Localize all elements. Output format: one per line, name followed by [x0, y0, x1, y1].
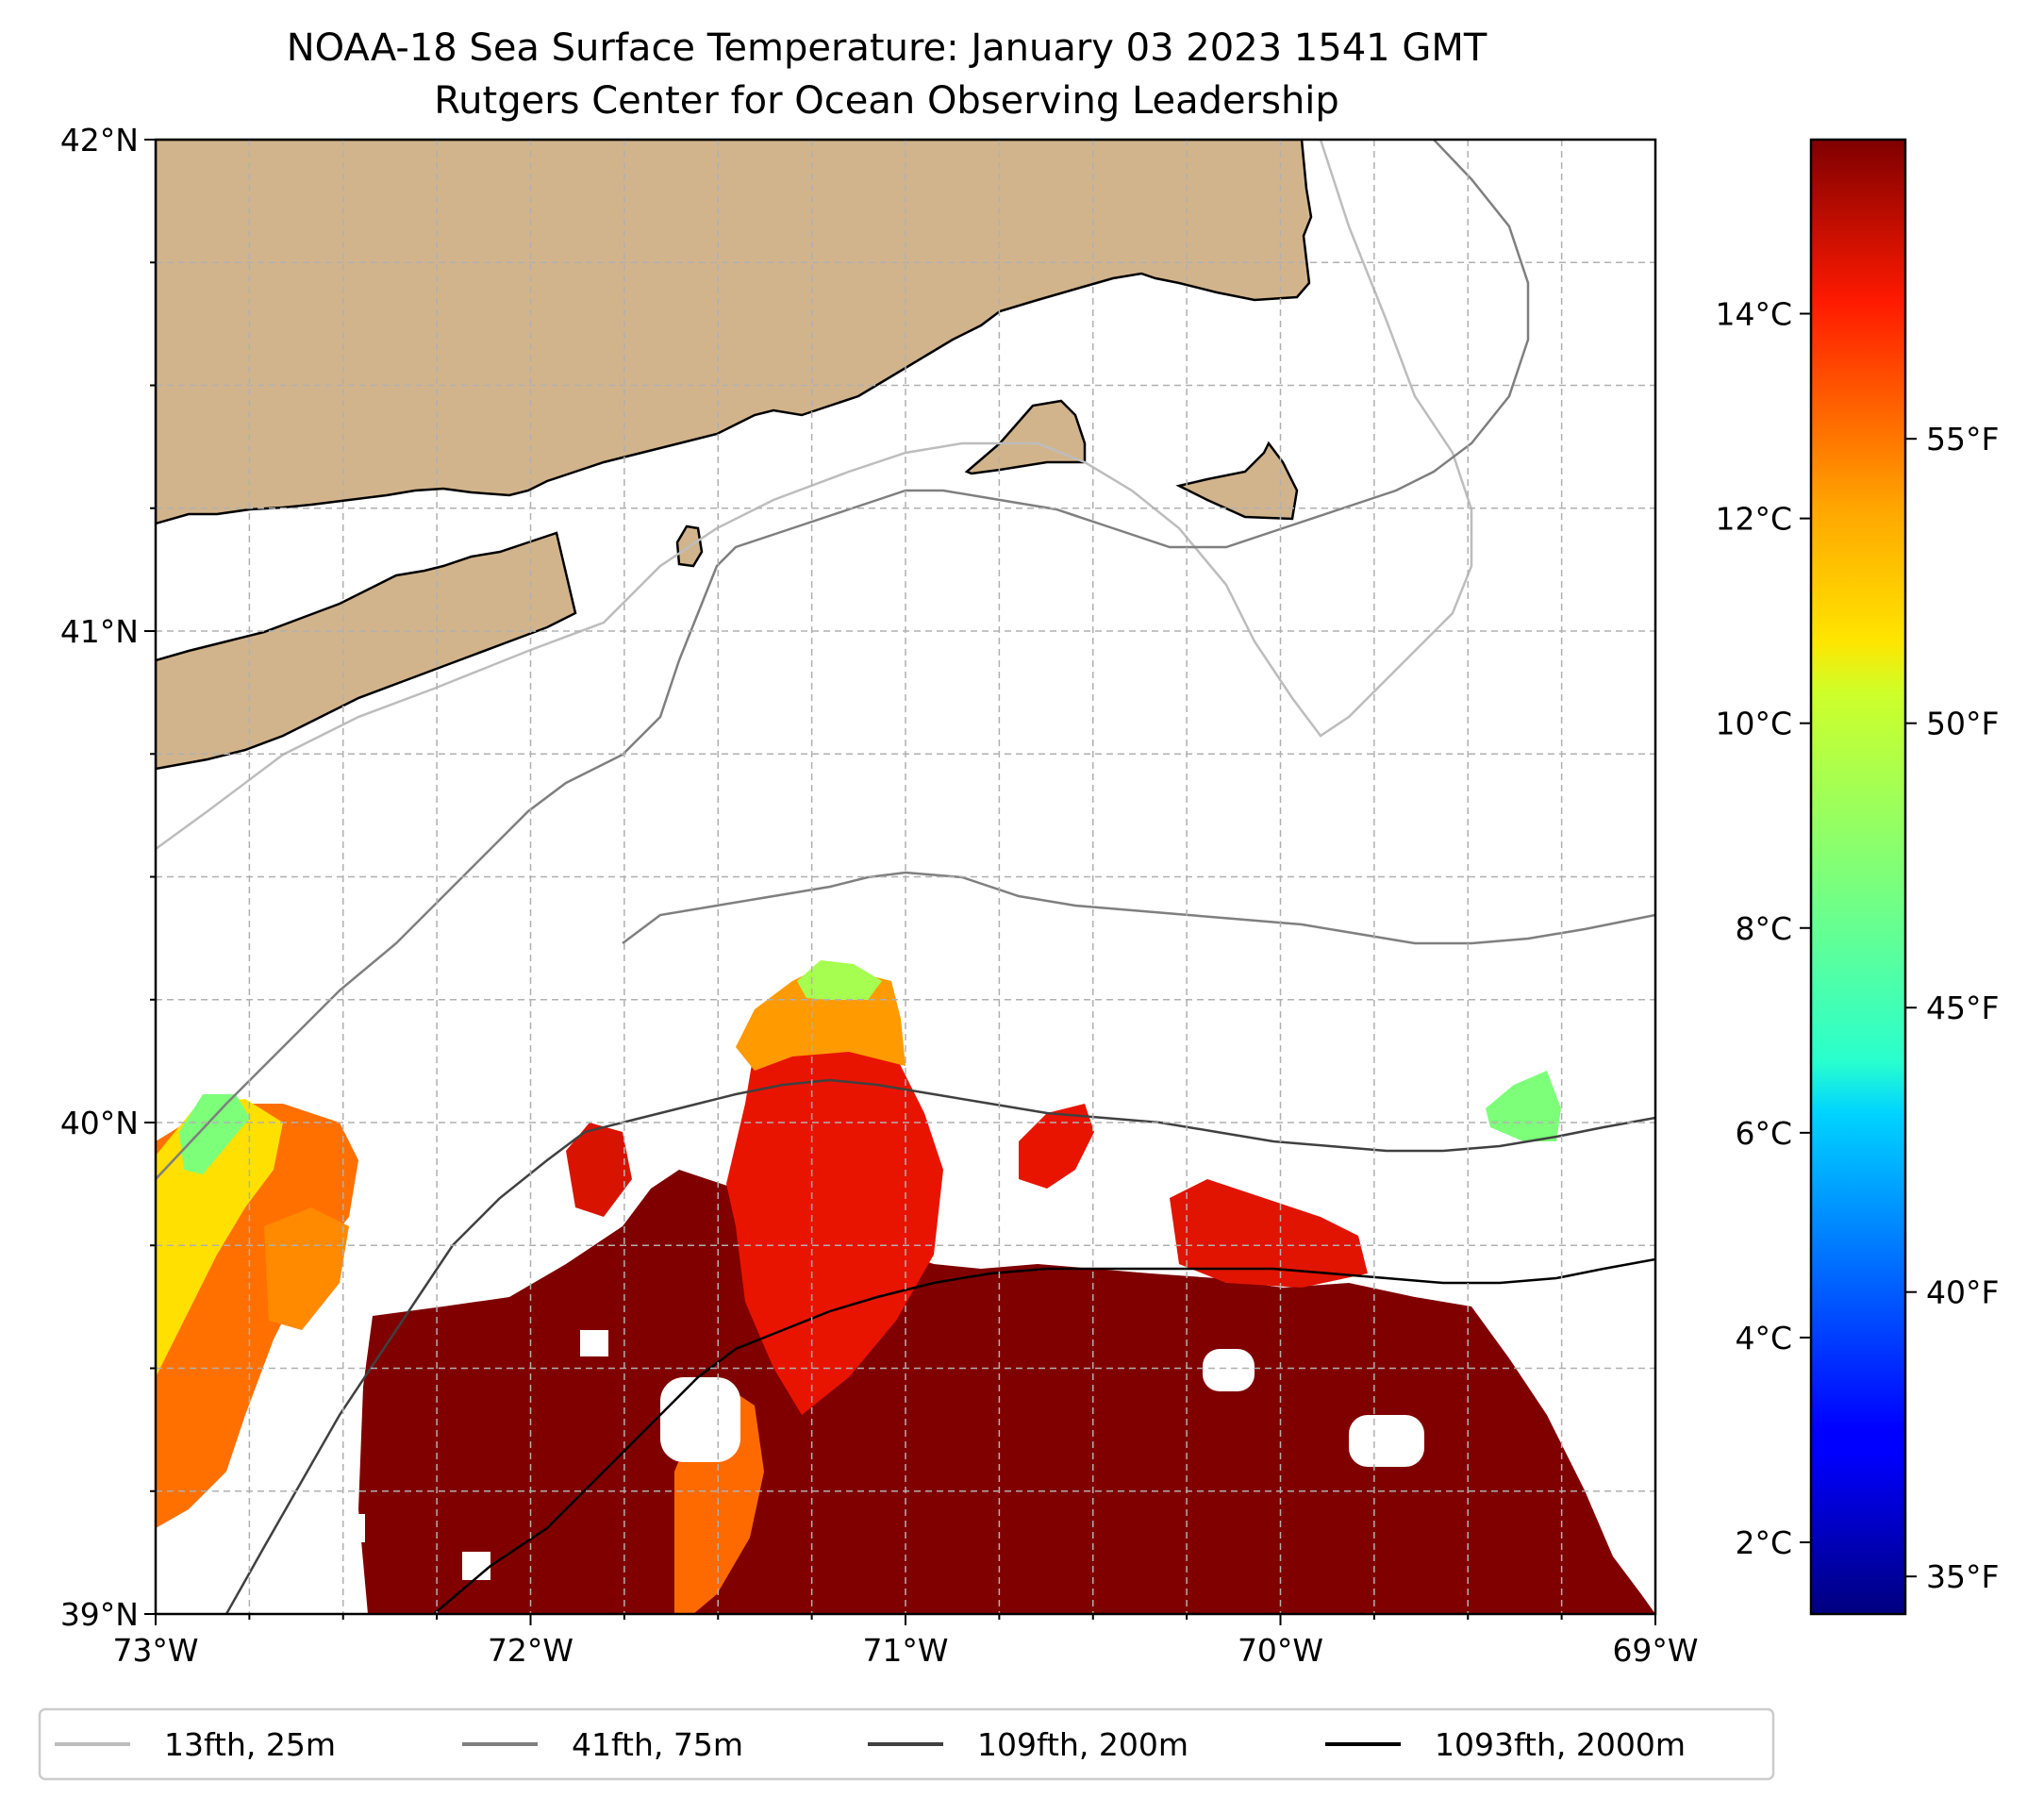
sst-field [156, 960, 1655, 1614]
land-mainland [156, 140, 1313, 525]
cloud-gap-1 [1203, 1349, 1255, 1391]
y-tick-label: 42°N [60, 122, 139, 158]
sst-green-region-west [179, 1094, 250, 1174]
legend: 13fth, 25m 41fth, 75m 109fth, 200m 1093fth,… [38, 1707, 1775, 1781]
contour-25m [156, 140, 1473, 851]
colorbar-celsius-ticks: 2°C 4°C 6°C 8°C 10°C 12°C 14°C [1715, 296, 1811, 1561]
celsius-tick-label: 10°C [1715, 706, 1792, 742]
colorbar: 2°C 4°C 6°C 8°C 10°C 12°C 14°C 35°F 40°F 45°F 50°… [1715, 138, 1999, 1616]
fahrenheit-tick-label: 35°F [1926, 1558, 1999, 1595]
y-tick-label: 40°N [60, 1105, 139, 1141]
contour-2000m [433, 1257, 1655, 1614]
fahrenheit-tick-label: 55°F [1926, 421, 1999, 458]
land-nantucket [1175, 441, 1299, 521]
y-axis-ticks: 39°N 40°N 41°N 42°N [60, 122, 156, 1633]
map-title: NOAA-18 Sea Surface Temperature: January… [287, 26, 1487, 70]
colorbar-gradient [1809, 138, 1907, 1616]
legend-label: 1093fth, 2000m [1435, 1726, 1686, 1763]
legend-label: 109fth, 200m [977, 1726, 1188, 1763]
sst-red-patch-northeast [1019, 1104, 1094, 1189]
y-tick-label: 41°N [60, 613, 139, 650]
cloud-gap-5 [462, 1552, 490, 1580]
legend-label: 13fth, 25m [164, 1726, 336, 1763]
sst-red-region [726, 1000, 943, 1415]
cloud-gap-4 [335, 1514, 365, 1542]
celsius-tick-label: 12°C [1715, 501, 1792, 538]
celsius-tick-label: 6°C [1735, 1115, 1792, 1152]
cloud-gap-2 [1349, 1415, 1424, 1467]
x-tick-label: 69°W [1612, 1632, 1698, 1669]
legend-entries: 13fth, 25m 41fth, 75m 109fth, 200m 1093fth,… [55, 1726, 1686, 1763]
x-tick-label: 70°W [1238, 1632, 1323, 1669]
colorbar-fahrenheit-ticks: 35°F 40°F 45°F 50°F 55°F [1905, 421, 1999, 1595]
contour-200m [224, 1078, 1655, 1614]
map-subtitle: Rutgers Center for Ocean Observing Leade… [434, 79, 1339, 123]
x-tick-label: 73°W [112, 1632, 198, 1669]
celsius-tick-label: 2°C [1735, 1524, 1792, 1561]
land [156, 140, 1313, 771]
land-marthas-vineyard [964, 399, 1087, 475]
sst-orange-inner-west [264, 1207, 349, 1330]
cloud-gap-6 [580, 1330, 608, 1356]
x-tick-label: 72°W [488, 1632, 573, 1669]
celsius-tick-label: 8°C [1735, 910, 1792, 947]
fahrenheit-tick-label: 40°F [1926, 1274, 1999, 1311]
sst-red-patch-north [566, 1123, 632, 1217]
y-tick-label: 39°N [60, 1596, 139, 1633]
fahrenheit-tick-label: 50°F [1926, 706, 1999, 742]
fahrenheit-tick-label: 45°F [1926, 990, 1999, 1026]
x-axis-ticks: 73°W 72°W 71°W 70°W 69°W [112, 1614, 1699, 1669]
celsius-tick-label: 14°C [1715, 296, 1792, 333]
sst-red-patch-east [1170, 1179, 1368, 1288]
legend-label: 41fth, 75m [572, 1726, 743, 1763]
sst-green-patch-central [797, 960, 882, 1000]
land-long-island [156, 531, 577, 771]
x-tick-label: 71°W [862, 1632, 948, 1669]
sst-green-patch-east [1486, 1071, 1561, 1141]
cloud-gap-3 [660, 1377, 740, 1462]
grid-lines [156, 140, 1655, 1614]
celsius-tick-label: 4°C [1735, 1320, 1792, 1356]
map-panel [156, 140, 1655, 1614]
